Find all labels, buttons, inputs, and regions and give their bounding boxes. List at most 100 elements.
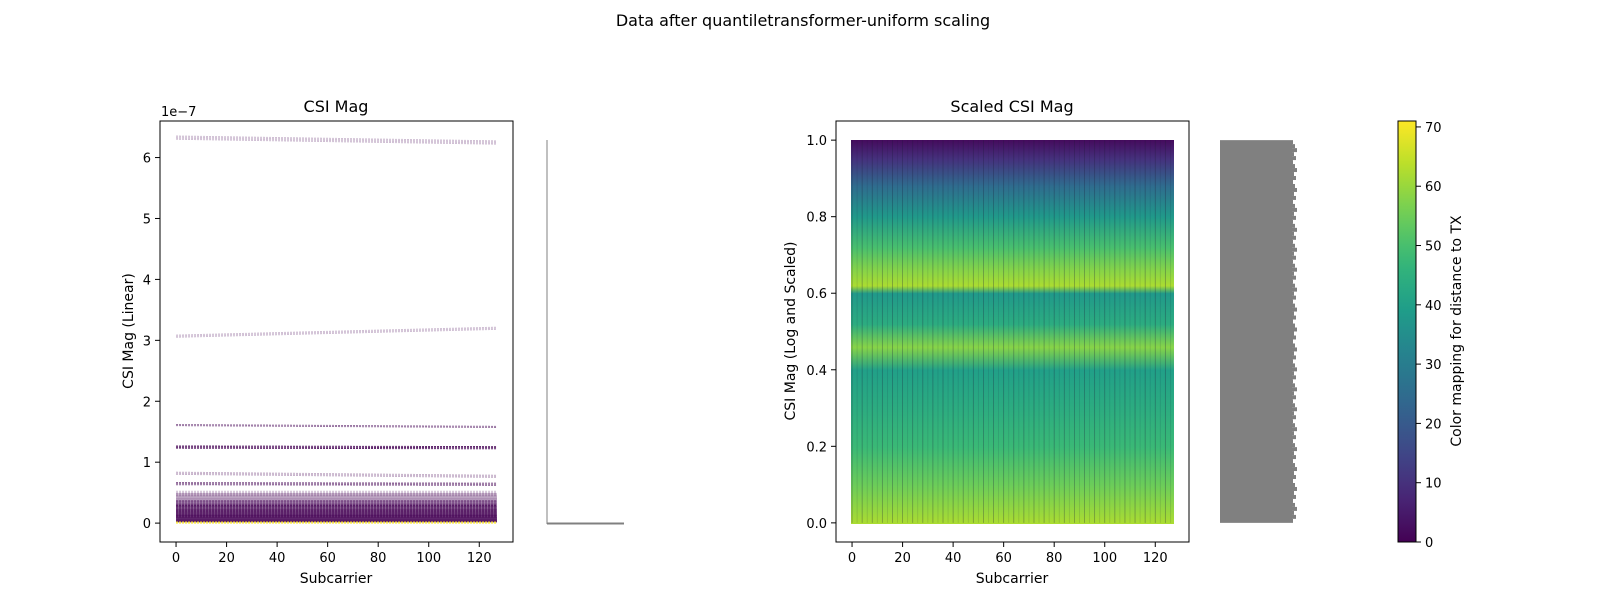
histogram-bin (1292, 391, 1294, 396)
x-tick-label: 100 (416, 551, 441, 566)
series-line (176, 424, 497, 427)
histogram-bin (1292, 335, 1296, 340)
x-tick-label: 80 (370, 551, 387, 566)
series-line (176, 137, 497, 144)
series-line (176, 447, 497, 450)
x-tick-label: 20 (218, 551, 235, 566)
y-tick-label: 6 (143, 152, 151, 167)
left-chart: 0 20 40 60 80 100 120 0 1 2 3 4 5 6 CSI Mag Subcarri… (121, 97, 514, 587)
left-y-ticks: 0 1 2 3 4 5 6 (143, 152, 160, 532)
histogram-bin (1292, 411, 1294, 416)
series-line (176, 484, 497, 486)
histogram-bin (1292, 443, 1295, 448)
histogram-bin (1292, 479, 1293, 483)
left-x-axis-label: Subcarrier (300, 571, 373, 587)
histogram-bin (1292, 164, 1295, 169)
y-tick-label: 4 (143, 273, 151, 288)
y-tick-label: 0.0 (806, 517, 827, 532)
histogram-bin (1292, 191, 1294, 196)
histogram-bin (1292, 187, 1297, 192)
right-chart-title: Scaled CSI Mag (950, 97, 1073, 116)
series-line (176, 471, 497, 476)
histogram-bin (1292, 435, 1296, 440)
y-tick-label: 0.2 (806, 440, 827, 455)
histogram-bin (1292, 183, 1295, 188)
histogram-bin (1292, 447, 1297, 452)
histogram-bin (1292, 243, 1295, 248)
colorbar-label: Color mapping for distance to TX (1449, 215, 1465, 447)
histogram-bin (1292, 355, 1296, 360)
right-histogram (1220, 140, 1297, 523)
histogram-bin (1292, 299, 1293, 304)
histogram-bin (1292, 475, 1296, 480)
histogram-bin (1292, 319, 1293, 324)
histogram-bin (1292, 231, 1294, 236)
x-tick-label: 120 (467, 551, 492, 566)
histogram-bin (1292, 510, 1294, 515)
histogram-bin (1292, 451, 1294, 456)
left-y-axis-label: CSI Mag (Linear) (121, 273, 137, 389)
right-heatmap-fill (851, 140, 1174, 524)
histogram-bin (1292, 387, 1297, 392)
histogram-bin (1292, 431, 1294, 436)
colorbar-tick-label: 40 (1425, 299, 1442, 314)
x-tick-label: 120 (1143, 551, 1168, 566)
right-x-axis-label: Subcarrier (976, 571, 1049, 587)
colorbar-ticks: 0 10 20 30 40 50 60 70 (1416, 121, 1442, 551)
histogram-bin (1292, 263, 1295, 268)
right-heatmap-stripes (851, 140, 1171, 523)
histogram-bin (1292, 148, 1297, 153)
series-line (176, 445, 497, 448)
histogram-bin (1292, 415, 1296, 420)
series-line (176, 473, 497, 478)
histogram-bin (1292, 295, 1296, 300)
right-chart: 0 20 40 60 80 100 120 0.0 0.2 0.4 0.6 0.8 1.0 Scale… (783, 97, 1190, 587)
histogram-bin (1292, 275, 1296, 280)
left-x-ticks: 0 20 40 60 80 100 120 (172, 542, 492, 566)
colorbar-tick-label: 70 (1425, 121, 1442, 136)
x-tick-label: 100 (1092, 551, 1117, 566)
y-tick-label: 0.4 (806, 364, 827, 379)
x-tick-label: 20 (894, 551, 911, 566)
series-line (176, 327, 497, 337)
colorbar-tick-label: 0 (1425, 536, 1433, 551)
series-line (176, 135, 497, 142)
histogram-bin (1292, 403, 1295, 408)
histogram-bin (1292, 343, 1295, 348)
histogram-bin (1292, 367, 1297, 372)
histogram-bin (1292, 215, 1296, 220)
histogram-body (1220, 140, 1292, 523)
histogram-bin (1292, 176, 1296, 181)
left-offset-text: 1e−7 (161, 105, 196, 120)
series-line (176, 472, 497, 477)
histogram-bin (1292, 459, 1293, 464)
histogram-bin (1292, 195, 1296, 200)
histogram-bin (1292, 152, 1294, 157)
histogram-bin (1292, 395, 1296, 400)
right-y-ticks: 0.0 0.2 0.4 0.6 0.8 1.0 (806, 134, 836, 532)
histogram-bin (1292, 347, 1297, 352)
histogram-bin (1292, 279, 1293, 284)
histogram-bin (1292, 419, 1293, 424)
histogram-bin (1292, 498, 1293, 503)
series-line (176, 425, 497, 428)
left-histogram (546, 140, 624, 525)
series-line (176, 326, 497, 336)
x-tick-label: 40 (945, 551, 962, 566)
histogram-bin (1292, 168, 1297, 173)
histogram-bin (1292, 486, 1297, 491)
histogram-bin (1292, 255, 1296, 260)
x-tick-label: 60 (319, 551, 336, 566)
histogram-bin (1292, 371, 1294, 376)
y-tick-label: 0.6 (806, 287, 827, 302)
series-line (176, 483, 497, 485)
x-tick-label: 80 (1046, 551, 1063, 566)
histogram-bin (1292, 506, 1297, 511)
histogram-bin (1292, 455, 1296, 460)
right-axes-frame (835, 120, 1190, 543)
histogram-bin (1292, 383, 1295, 388)
histogram-bin (1292, 463, 1295, 468)
series-line (176, 136, 497, 143)
histogram-bin (1292, 339, 1293, 344)
